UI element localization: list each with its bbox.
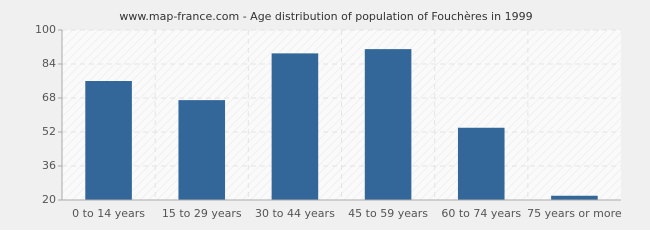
y-tick-label: 84 — [42, 57, 56, 70]
chart-title: www.map-france.com - Age distribution of… — [119, 10, 532, 23]
y-tick-label: 52 — [42, 125, 56, 138]
y-tick-label: 36 — [42, 159, 56, 172]
bar — [271, 53, 319, 200]
x-tick-label: 45 to 59 years — [348, 207, 428, 220]
y-tick-label: 100 — [35, 23, 56, 36]
x-tick-label: 30 to 44 years — [255, 207, 335, 220]
bar — [457, 127, 505, 200]
bar — [364, 49, 412, 200]
y-tick-label: 20 — [42, 193, 56, 206]
bar — [178, 100, 226, 200]
bar — [85, 81, 132, 200]
x-tick-label: 60 to 74 years — [441, 207, 521, 220]
x-tick-label: 0 to 14 years — [72, 207, 145, 220]
x-tick-label: 75 years or more — [527, 207, 622, 220]
bar — [551, 195, 598, 200]
chart: www.map-france.com - Age distribution of… — [0, 0, 650, 230]
x-tick-label: 15 to 29 years — [162, 207, 242, 220]
y-tick-label: 68 — [42, 91, 56, 104]
